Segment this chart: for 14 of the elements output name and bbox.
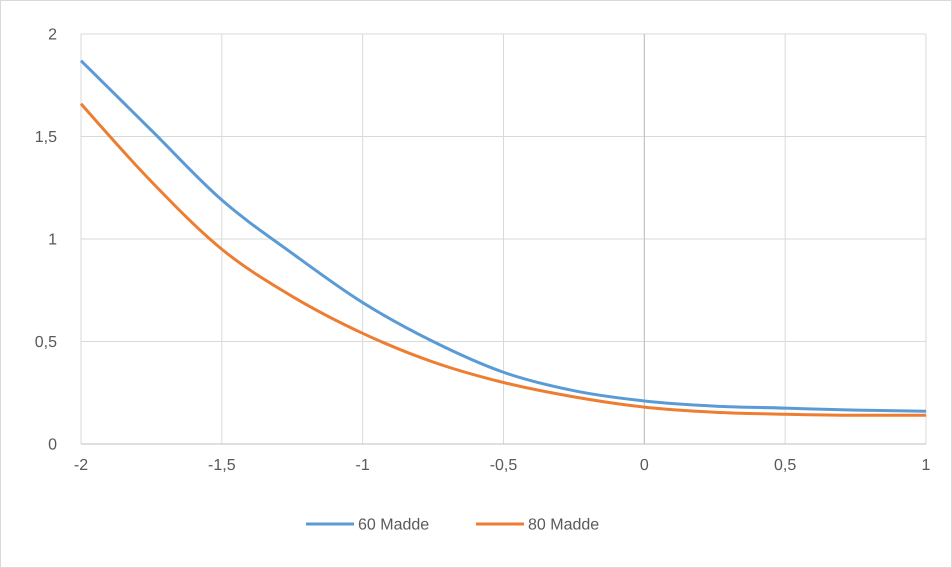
x-tick-label: 0 — [640, 457, 649, 474]
x-tick-label: -1 — [356, 457, 370, 474]
x-tick-label: -1,5 — [208, 457, 236, 474]
legend-label: 60 Madde — [358, 516, 430, 534]
x-tick-label: 1 — [922, 457, 931, 474]
x-tick-label: 0,5 — [774, 457, 796, 474]
y-tick-label: 0 — [48, 436, 58, 454]
x-tick-label: -2 — [74, 457, 88, 474]
y-tick-label: 1 — [48, 232, 58, 249]
legend-label: 80 Madde — [528, 516, 600, 534]
y-tick-label: 2 — [48, 26, 58, 44]
x-tick-label: -0,5 — [490, 457, 518, 474]
y-tick-label: 0,5 — [34, 334, 58, 352]
y-tick-label: 1,5 — [34, 129, 58, 146]
